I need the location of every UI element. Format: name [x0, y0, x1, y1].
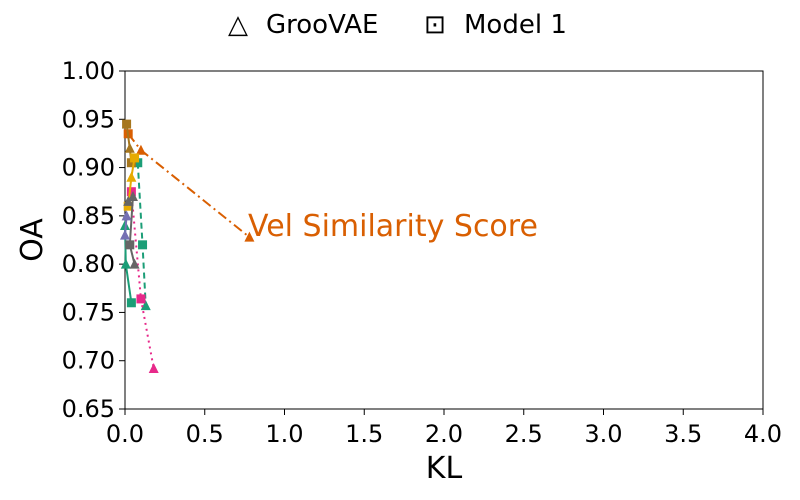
series-2 [133, 158, 151, 311]
data-point-triangle [126, 171, 137, 182]
y-tick-label: 0.75 [62, 298, 115, 326]
data-point-triangle [120, 229, 130, 240]
data-point-square [125, 240, 135, 250]
data-point-triangle [135, 144, 146, 155]
series-layer [120, 119, 255, 373]
annotation-label: Vel Similarity Score [248, 209, 538, 244]
x-tick-label: 3.0 [584, 420, 622, 448]
x-axis-ticks: 0.0 0.5 1.0 1.5 2.0 2.5 3.0 3.5 4.0 [106, 409, 782, 448]
x-tick-label: 1.0 [265, 420, 303, 448]
y-tick-label: 0.65 [62, 395, 115, 423]
legend-label-model1: Model 1 [464, 10, 567, 40]
x-tick-label: 1.5 [345, 420, 383, 448]
data-point-square [126, 158, 136, 168]
legend-symbol-model1: ⊡ [424, 10, 446, 40]
series-line [136, 162, 147, 306]
series-line [127, 133, 251, 238]
y-tick-label: 0.80 [62, 250, 115, 278]
data-point-triangle [140, 300, 151, 311]
data-point-square [138, 240, 148, 250]
data-point-triangle [121, 210, 132, 221]
data-point-square [123, 201, 133, 211]
series-7 [120, 210, 132, 240]
y-tick-label: 0.85 [62, 202, 115, 230]
x-tick-label: 0.0 [106, 420, 144, 448]
data-point-triangle [127, 191, 138, 202]
data-point-square [126, 298, 136, 308]
x-tick-label: 2.5 [505, 420, 543, 448]
y-tick-label: 1.00 [62, 57, 115, 85]
y-tick-label: 0.95 [62, 105, 115, 133]
data-point-triangle [244, 231, 255, 242]
x-tick-label: 3.5 [664, 420, 702, 448]
data-point-triangle [129, 258, 140, 269]
x-tick-label: 0.5 [186, 420, 224, 448]
series-line [130, 191, 155, 369]
x-axis-title: KL [426, 451, 463, 486]
x-tick-label: 2.0 [425, 420, 463, 448]
y-tick-label: 0.70 [62, 347, 115, 375]
y-axis-title: OA [15, 218, 50, 262]
data-point-square [126, 187, 136, 197]
data-point-triangle [120, 258, 131, 269]
x-tick-label: 4.0 [744, 420, 782, 448]
legend: △ GrooVAE ⊡ Model 1 [228, 10, 567, 40]
data-point-square [136, 294, 146, 304]
series-0 [123, 129, 255, 242]
y-tick-label: 0.90 [62, 154, 115, 182]
data-point-triangle [124, 142, 135, 153]
data-point-square [130, 153, 140, 163]
legend-label-groovae: GrooVAE [266, 10, 378, 40]
series-3 [126, 187, 159, 373]
y-axis-ticks: 0.65 0.70 0.75 0.80 0.85 0.90 0.95 1.00 [62, 57, 125, 423]
series-6 [123, 191, 140, 269]
data-point-square [122, 119, 132, 129]
data-point-square [133, 158, 143, 168]
legend-symbol-groovae: △ [228, 10, 248, 40]
series-5 [123, 153, 140, 211]
data-point-triangle [148, 362, 159, 373]
